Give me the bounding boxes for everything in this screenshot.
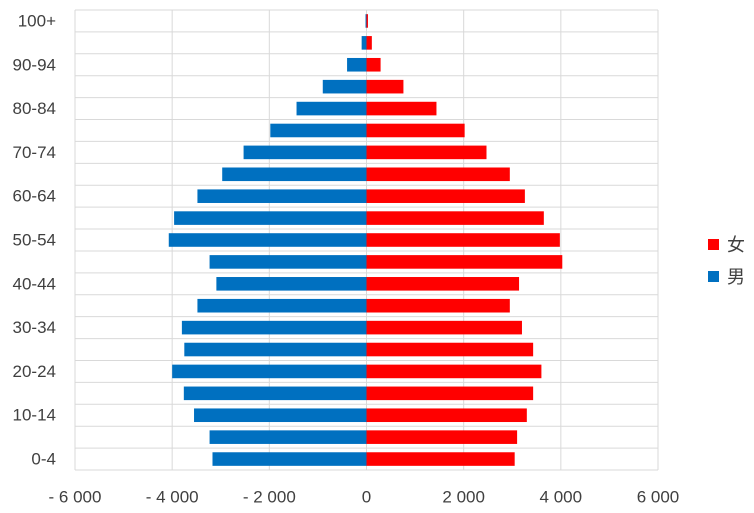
value-tick-label: - 6 000 xyxy=(49,488,102,507)
bars xyxy=(168,14,563,466)
bar-male-5-9 xyxy=(209,430,367,444)
bar-male-25-29 xyxy=(184,342,367,357)
category-tick-label: 0-4 xyxy=(31,450,56,469)
bar-male-15-19 xyxy=(183,386,367,401)
legend: 女 男 xyxy=(708,228,745,292)
value-tick-label: 6 000 xyxy=(637,488,680,507)
category-tick-label: 60-64 xyxy=(13,187,56,206)
bar-male-40-44 xyxy=(216,277,367,291)
category-tick-label: 50-54 xyxy=(13,231,56,250)
bar-male-0-4 xyxy=(212,452,367,466)
bar-male-10-14 xyxy=(194,408,367,423)
bar-female-65-69 xyxy=(366,167,510,182)
value-tick-label: - 4 000 xyxy=(146,488,199,507)
bar-female-70-74 xyxy=(366,145,487,160)
category-tick-label: 90-94 xyxy=(13,55,56,74)
bar-male-30-34 xyxy=(181,320,367,335)
bar-male-80-84 xyxy=(296,101,367,116)
category-tick-label: 30-34 xyxy=(13,318,56,337)
bar-male-85-89 xyxy=(322,79,367,94)
bar-male-55-59 xyxy=(174,211,367,225)
value-tick-label: 0 xyxy=(362,488,371,507)
bar-female-75-79 xyxy=(366,123,465,138)
category-tick-label: 100+ xyxy=(18,11,56,30)
value-axis-labels: - 6 000 - 4 000 - 2 000 0 2 000 4 000 6 000 xyxy=(49,488,680,507)
bar-female-50-54 xyxy=(366,233,560,247)
bar-male-35-39 xyxy=(197,298,367,313)
bar-female-60-64 xyxy=(366,189,525,203)
bar-male-95-99 xyxy=(361,36,367,50)
bar-male-60-64 xyxy=(197,189,367,203)
bar-female-40-44 xyxy=(366,277,520,291)
bar-male-20-24 xyxy=(172,364,367,379)
bar-female-5-9 xyxy=(366,430,518,444)
bar-female-90-94 xyxy=(366,57,381,72)
category-tick-label: 20-24 xyxy=(13,362,56,381)
bar-male-45-49 xyxy=(209,255,367,269)
bar-female-35-39 xyxy=(366,298,510,313)
bar-female-20-24 xyxy=(366,364,542,379)
value-tick-label: 2 000 xyxy=(442,488,485,507)
value-tick-label: - 2 000 xyxy=(243,488,296,507)
bar-female-80-84 xyxy=(366,101,437,116)
category-tick-label: 10-14 xyxy=(13,406,56,425)
bar-female-10-14 xyxy=(366,408,527,423)
bar-female-100+ xyxy=(366,14,368,28)
bar-female-85-89 xyxy=(366,79,404,94)
legend-item-female: 女 xyxy=(708,228,745,260)
bar-female-45-49 xyxy=(366,255,563,269)
bar-male-65-69 xyxy=(222,167,367,182)
bar-female-55-59 xyxy=(366,211,544,225)
category-axis-labels: 0-4 10-14 20-24 30-34 40-44 50-54 60-64 70-74 80… xyxy=(13,11,57,468)
category-tick-label: 70-74 xyxy=(13,143,56,162)
bar-male-75-79 xyxy=(270,123,367,138)
bar-female-95-99 xyxy=(366,36,372,50)
bar-male-100+ xyxy=(365,14,367,28)
bar-male-70-74 xyxy=(243,145,367,160)
legend-label-male: 男 xyxy=(727,267,745,288)
bar-male-90-94 xyxy=(347,57,367,72)
bar-male-50-54 xyxy=(168,233,367,247)
bar-female-15-19 xyxy=(366,386,534,401)
bar-female-30-34 xyxy=(366,320,522,335)
category-tick-label: 80-84 xyxy=(13,99,56,118)
legend-item-male: 男 xyxy=(708,260,745,292)
legend-swatch-female xyxy=(708,238,719,250)
legend-label-female: 女 xyxy=(727,235,745,256)
bar-female-0-4 xyxy=(366,452,515,466)
value-tick-label: 4 000 xyxy=(540,488,583,507)
bar-female-25-29 xyxy=(366,342,534,357)
legend-swatch-male xyxy=(708,270,719,282)
category-tick-label: 40-44 xyxy=(13,274,56,293)
